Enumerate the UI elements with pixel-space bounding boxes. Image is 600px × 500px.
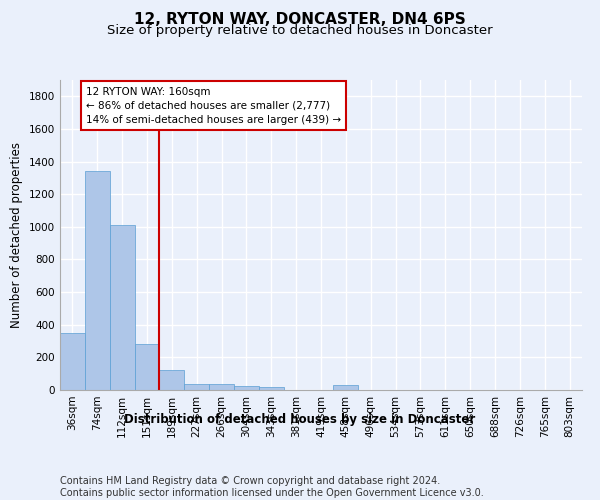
Bar (85, 172, 110, 390)
Text: 12, RYTON WAY, DONCASTER, DN4 6PS: 12, RYTON WAY, DONCASTER, DN4 6PS (134, 12, 466, 28)
Text: Distribution of detached houses by size in Doncaster: Distribution of detached houses by size … (124, 412, 476, 426)
Bar (209, 384, 234, 390)
Bar (110, 225, 134, 390)
Bar (234, 386, 259, 390)
Bar (160, 370, 184, 390)
Bar (184, 384, 209, 390)
Y-axis label: Number of detached properties: Number of detached properties (10, 142, 23, 328)
Text: 12 RYTON WAY: 160sqm
← 86% of detached houses are smaller (2,777)
14% of semi-de: 12 RYTON WAY: 160sqm ← 86% of detached h… (86, 86, 341, 124)
Bar (134, 344, 160, 390)
Text: Contains HM Land Registry data © Crown copyright and database right 2024.
Contai: Contains HM Land Registry data © Crown c… (60, 476, 484, 498)
Bar (334, 386, 358, 390)
Bar (259, 388, 284, 390)
Bar (60, 333, 85, 390)
Text: Size of property relative to detached houses in Doncaster: Size of property relative to detached ho… (107, 24, 493, 37)
